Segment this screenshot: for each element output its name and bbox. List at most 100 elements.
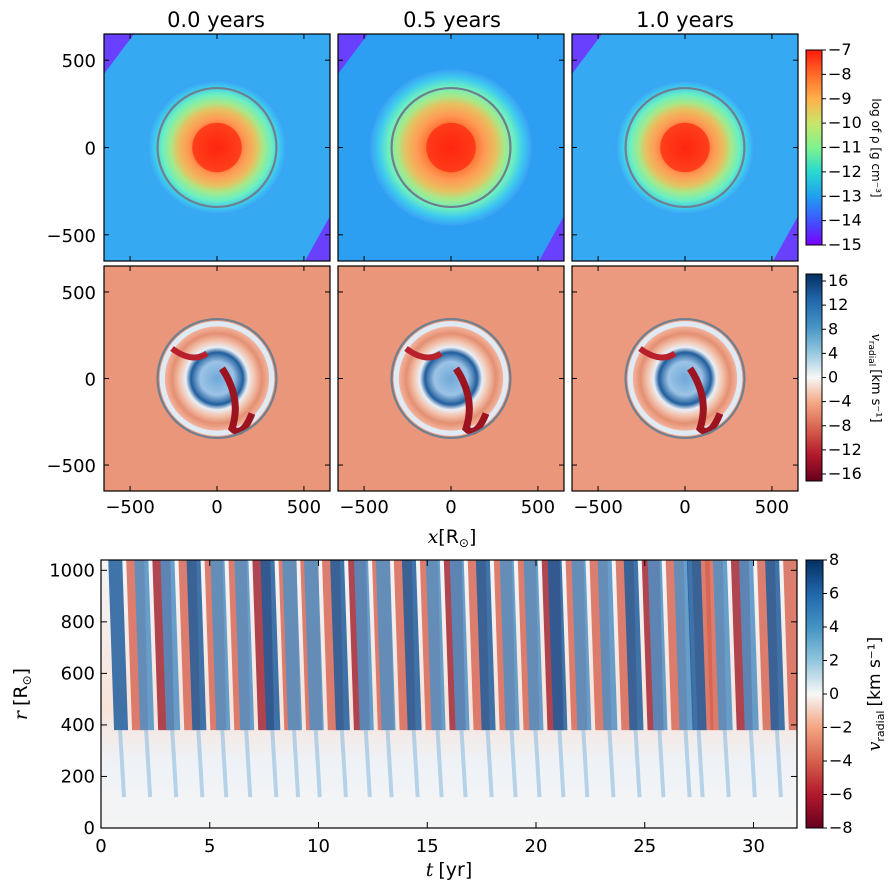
x-tick-label: 0 [95, 836, 106, 857]
inner-streak [485, 729, 494, 798]
panel-title-2: 1.0 years [636, 8, 734, 32]
y-tick-label: 400 [61, 715, 95, 736]
time-y-ticks: 1000 800 600 400 200 0 [49, 560, 797, 839]
time-xlabel: t [yr] [426, 859, 473, 881]
inner-streak [435, 729, 444, 798]
y-tick-label: 600 [61, 663, 95, 684]
outflow-band [186, 560, 207, 731]
time-x-ticks: 0 5 10 15 20 25 30 [95, 560, 765, 857]
y-tick-label: 0 [85, 139, 96, 160]
outflow-band [401, 560, 422, 731]
density-panel-1 [337, 33, 565, 262]
velocity-slice-row: 500 0 −500 −500 0 500 −500 0 500 −500 0 500 [47, 265, 799, 518]
inner-streak [774, 729, 783, 798]
time-colorbar-ticks: 8 6 4 2 0 −2 −4 −6 −8 [823, 550, 853, 837]
x-tick-label: −500 [339, 497, 388, 518]
time-panel: 0 5 10 15 20 25 30 1000 800 600 400 200 0 t [yr] r [R… [10, 559, 798, 881]
colorbar-tick-label: 4 [829, 617, 839, 636]
time-ylabel: r [R⊙] [10, 668, 34, 720]
time-cbar-label-sym: v [865, 741, 885, 751]
reference-circle [390, 317, 512, 440]
vel-slice-label-unit: [km s⁻¹] [868, 369, 883, 422]
panel-image-1-1 [338, 266, 564, 491]
velocity-core [398, 326, 504, 431]
density-colorbar-fill [805, 49, 823, 246]
time-colorbar-label: vradial [km s⁻¹] [865, 637, 887, 751]
colorbar-tick-label: 8 [828, 319, 838, 338]
outflow-band [623, 560, 644, 731]
inner-streak [459, 729, 468, 798]
inner-streak [722, 729, 731, 798]
time-xlabel-sym: t [426, 859, 434, 881]
slice-xlabel-close: ] [469, 526, 476, 548]
colorbar-tick-label: −10 [828, 113, 862, 132]
colorbar-tick-label: 2 [829, 651, 839, 670]
inner-streak [748, 729, 757, 798]
colorbar-tick-label: −14 [828, 211, 862, 230]
colorbar-tick-label: −8 [829, 818, 853, 837]
vel-slice-label-sub: radial [866, 341, 876, 366]
outflow-band [647, 560, 668, 731]
slice-xlabel-sub: ⊙ [459, 536, 469, 550]
colorbar-tick-label: −4 [828, 392, 852, 411]
inner-streak [363, 729, 372, 798]
density-corner-low [104, 34, 134, 74]
x-tick-label: 500 [755, 497, 789, 518]
density-corner-low [572, 34, 602, 74]
x-tick-label: 25 [633, 836, 656, 857]
velocity-panel-0: 500 0 −500 −500 0 500 [47, 265, 331, 518]
colorbar-tick-label: −11 [828, 138, 862, 157]
colorbar-tick-label: −6 [829, 785, 853, 804]
inner-streak [292, 729, 301, 798]
colorbar-tick-label: −2 [829, 718, 853, 737]
panel-image-0-0 [104, 34, 330, 261]
y-tick-label: 500 [62, 283, 96, 304]
velocity-infall-streak [687, 366, 724, 435]
outflow-band [449, 560, 470, 731]
inner-streak [683, 729, 692, 798]
panel-image-0-2 [572, 34, 798, 261]
x-tick-label: 500 [287, 497, 321, 518]
reference-circle [390, 86, 512, 209]
y-tick-label: 0 [84, 818, 95, 839]
colorbar-tick-label: 12 [828, 295, 848, 314]
colorbar-tick-label: 8 [829, 550, 839, 569]
inner-streak [220, 729, 229, 798]
density-core [426, 122, 476, 173]
inner-streak [657, 729, 666, 798]
velocity-panel-2: −500 0 500 [571, 265, 799, 518]
colorbar-tick-label: −15 [828, 235, 862, 254]
outflow-band [499, 560, 520, 731]
x-tick-label: 10 [307, 836, 330, 857]
inner-streak [196, 729, 205, 798]
velocity-infall-streak [404, 346, 443, 361]
inner-streak [557, 729, 566, 798]
outflow-band [712, 560, 733, 731]
reference-circle [624, 317, 746, 440]
density-corner-low [305, 216, 330, 261]
velocity-slice-colorbar-fill [805, 273, 823, 482]
velocity-core [164, 326, 270, 431]
time-ylabel-sub: ⊙ [20, 675, 34, 685]
velocity-infall-streak [638, 346, 677, 361]
x-tick-label: 500 [521, 497, 555, 518]
colorbar-tick-label: −9 [828, 89, 852, 108]
colorbar-tick-label: 6 [829, 584, 839, 603]
colorbar-tick-label: −13 [828, 186, 862, 205]
x-tick-label: 0 [445, 497, 456, 518]
density-colorbar: −7 −8 −9 −10 −11 −12 −13 −14 −15 log of ρ [g cm⁻… [805, 40, 883, 254]
outflow-band [547, 560, 568, 731]
colorbar-tick-label: 0 [828, 368, 838, 387]
outflow-band [375, 560, 396, 731]
density-corner-low [539, 216, 564, 261]
vel-slice-label-sym: v [868, 333, 883, 341]
inner-streak [581, 729, 590, 798]
outflow-band [765, 560, 785, 731]
density-core [660, 122, 710, 173]
outflow-band [475, 560, 496, 731]
outflow-band [160, 560, 181, 731]
outflow-band [523, 560, 544, 731]
x-tick-label: −500 [573, 497, 622, 518]
velocity-slice-colorbar: 16 12 8 4 0 −4 −8 −12 −16 vradial [km s⁻¹] [805, 271, 883, 483]
